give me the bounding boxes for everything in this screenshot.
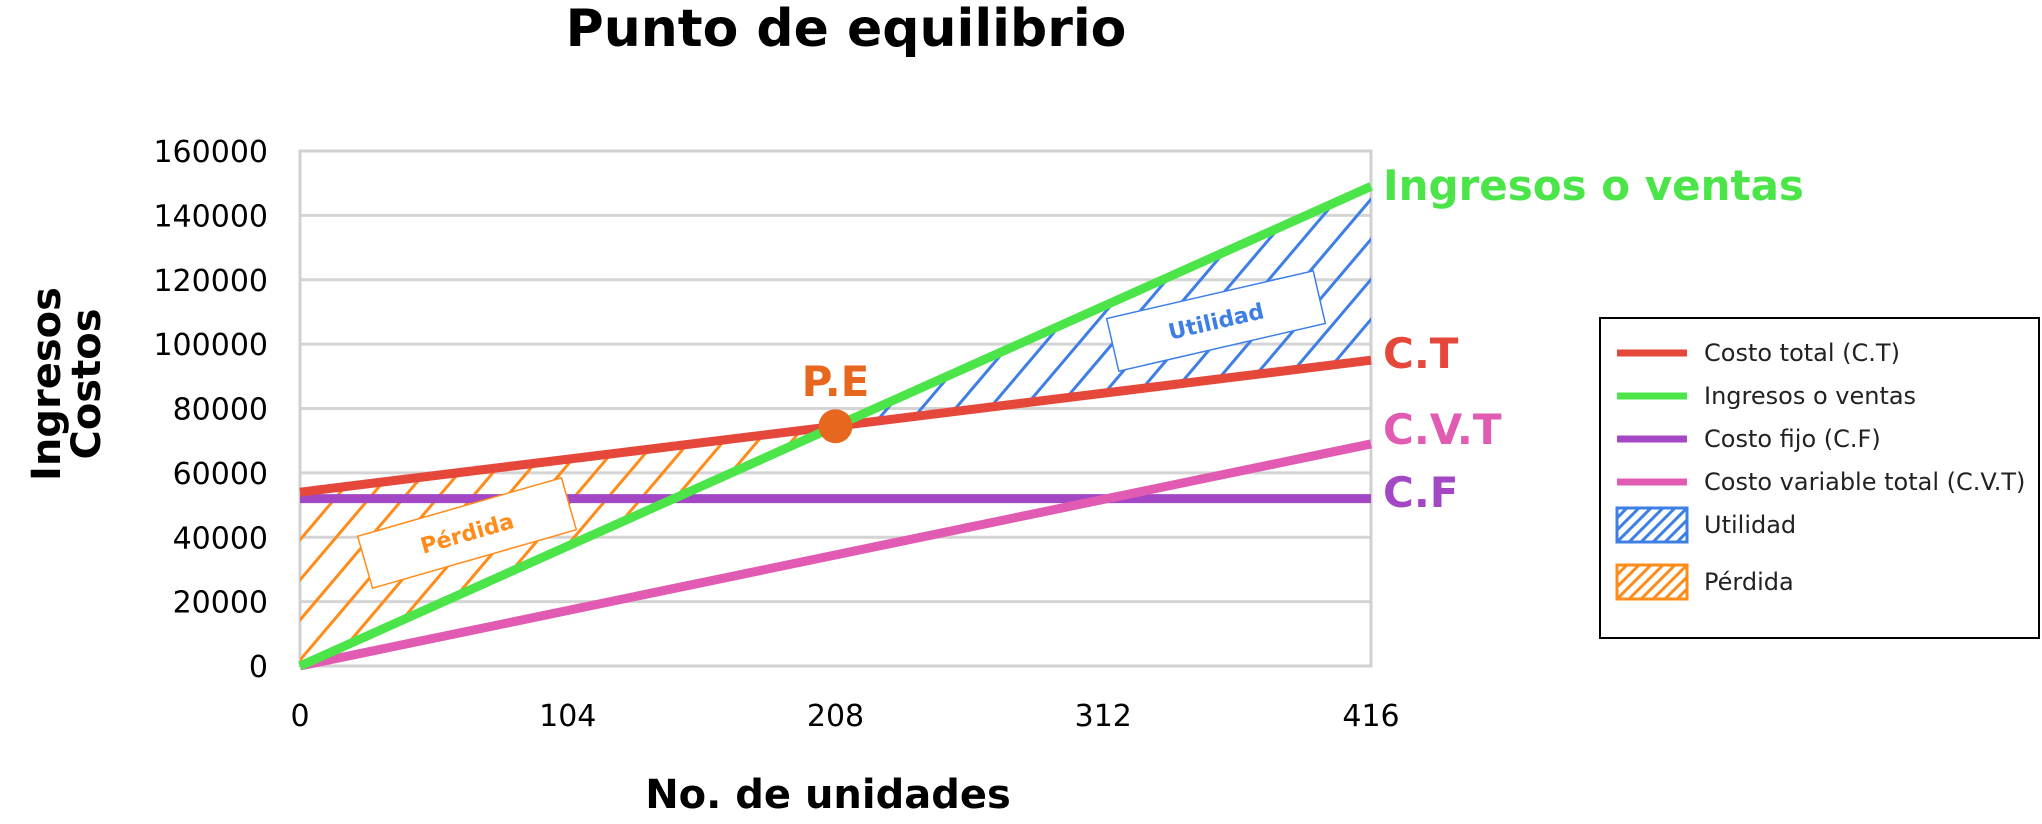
hatch-line: [548, 426, 836, 666]
x-tick-label: 208: [807, 699, 864, 734]
hatch-line: [300, 426, 836, 666]
x-tick-label: 312: [1075, 699, 1132, 734]
legend-item: Costo total (C.T): [1601, 333, 2038, 373]
region-labels: Utilidad Pérdida: [356, 269, 1327, 590]
legend-item: Pérdida: [1601, 562, 2038, 602]
hatch-line: [835, 186, 1316, 427]
hatch-line: [378, 426, 836, 666]
hatch-line: [835, 186, 1371, 427]
hatch-line: [990, 186, 1371, 427]
hatch-line: [300, 426, 772, 666]
y-tick-label: 140000: [153, 199, 268, 234]
legend-line-swatch: [1617, 392, 1687, 400]
chart-legend: Costo total (C.T) Ingresos o ventas Costo …: [1599, 317, 2040, 639]
series-end-labels: C.T Ingresos o ventas C.F C.V.T: [1383, 161, 1804, 517]
legend-line-swatch: [1617, 478, 1687, 486]
x-tick-label: 104: [539, 699, 596, 734]
chart-title: Punto de equilibrio: [566, 0, 1127, 59]
x-tick-label: 416: [1342, 699, 1399, 734]
hatch-line: [446, 426, 836, 666]
series-end-label: C.F: [1383, 468, 1458, 517]
legend-hatch-swatch: [1615, 563, 1689, 601]
y-tick-label: 0: [249, 650, 268, 685]
y-tick-label: 100000: [153, 328, 268, 363]
legend-line-swatch: [1617, 435, 1687, 443]
hatch-line: [835, 186, 1010, 427]
y-tick-label: 60000: [173, 457, 268, 492]
hatch-line: [300, 426, 806, 666]
legend-hatch-swatch: [1615, 506, 1689, 544]
x-axis-ticks: 0 104 208 312 416: [290, 699, 1399, 734]
legend-item: Ingresos o ventas: [1601, 376, 2038, 416]
y-tick-label: 160000: [153, 135, 268, 170]
series-end-label: Ingresos o ventas: [1383, 161, 1804, 210]
legend-label: Pérdida: [1704, 568, 1794, 596]
legend-label: Costo total (C.T): [1704, 339, 1900, 367]
x-axis-label: No. de unidades: [645, 772, 1011, 818]
series-line: [299, 439, 1372, 671]
region-label-0: Utilidad: [1105, 269, 1327, 373]
hatch-line: [922, 186, 1371, 427]
hatch-line: [40, 26, 600, 686]
hatch-line: [1058, 186, 1371, 427]
hatch-line: [835, 186, 1044, 427]
y-axis-label-line-1: Ingresos: [24, 287, 70, 481]
legend-item: Utilidad: [1601, 505, 2038, 545]
legend-label: Utilidad: [1704, 511, 1797, 539]
y-tick-label: 80000: [173, 393, 268, 428]
region-label-box: [1105, 269, 1327, 373]
hatch-line: [1024, 186, 1371, 427]
legend-label: Ingresos o ventas: [1704, 382, 1917, 410]
legend-label: Costo fijo (C.F): [1704, 425, 1881, 453]
x-tick-label: 0: [290, 699, 309, 734]
y-axis-label: Ingresos Costos: [24, 287, 110, 481]
legend-item: Costo fijo (C.F): [1601, 419, 2038, 459]
legend-label: Costo variable total (C.V.T): [1704, 468, 2026, 496]
hatch-line: [835, 186, 1112, 427]
plot-frame: [298, 149, 1373, 668]
hatch-line: [835, 186, 1350, 427]
hatch-line: [300, 426, 602, 666]
legend-line-swatch: [1617, 349, 1687, 357]
y-axis-ticks: 0 20000 40000 60000 80000 100000 120000 140000 1…: [153, 135, 268, 685]
y-tick-label: 20000: [173, 586, 268, 621]
y-tick-label: 40000: [173, 521, 268, 556]
hatch-line: [344, 426, 836, 666]
region-label-box: [356, 476, 578, 590]
y-axis-label-line-2: Costos: [64, 308, 110, 459]
legend-item: Costo variable total (C.V.T): [1601, 462, 2038, 502]
hatch-line: [480, 426, 836, 666]
region-label-1: Pérdida: [356, 476, 578, 590]
hatch-line: [310, 426, 836, 666]
series-end-label: C.T: [1383, 329, 1459, 378]
breakeven-point-label: P.E: [802, 357, 870, 406]
y-tick-label: 120000: [153, 264, 268, 299]
hatch-line: [956, 186, 1371, 427]
series-end-label: C.V.T: [1383, 405, 1502, 454]
breakeven-point-marker: [818, 409, 853, 444]
